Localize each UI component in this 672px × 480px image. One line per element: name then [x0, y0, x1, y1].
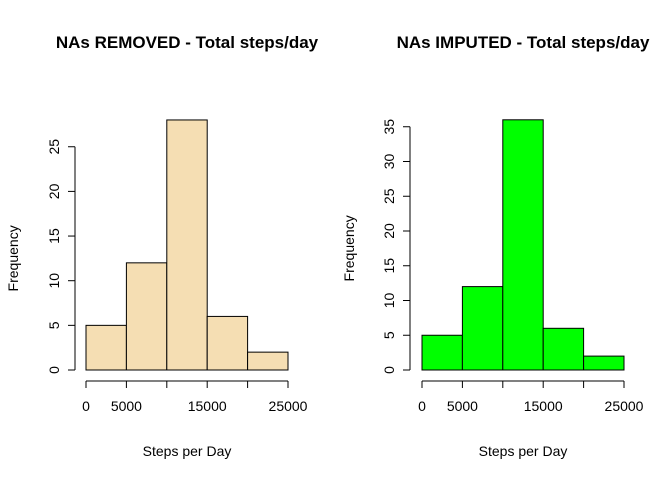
- histogram-bar: [206, 315, 249, 371]
- y-axis-label: Frequency: [341, 215, 357, 281]
- y-tick-label: 35: [381, 119, 397, 135]
- y-tick-label: 0: [381, 366, 397, 374]
- x-axis-label: Steps per Day: [143, 443, 232, 459]
- x-axis-label: Steps per Day: [479, 443, 568, 459]
- x-tick-label: 5000: [447, 398, 478, 414]
- histogram-bar: [85, 324, 127, 371]
- y-tick-label: 10: [381, 293, 397, 309]
- histogram-bar: [247, 351, 289, 371]
- y-axis-label: Frequency: [5, 225, 21, 291]
- x-tick-label: 0: [82, 398, 90, 414]
- y-tick-label: 20: [46, 183, 62, 199]
- y-tick-label: 0: [46, 366, 62, 374]
- x-tick-label: 25000: [605, 398, 644, 414]
- y-tick-label: 15: [46, 228, 62, 244]
- histogram-bar: [542, 327, 585, 371]
- y-tick-label: 20: [381, 223, 397, 239]
- x-tick-label: 15000: [524, 398, 563, 414]
- y-tick-label: 25: [381, 188, 397, 204]
- x-tick-label: 15000: [188, 398, 227, 414]
- histogram-bar: [421, 334, 463, 371]
- x-tick-label: 25000: [269, 398, 308, 414]
- y-tick-label: 10: [46, 273, 62, 289]
- histogram-bar: [461, 286, 504, 371]
- histogram-panel-nas-removed: NAs REMOVED - Total steps/day Steps per …: [5, 33, 319, 459]
- histogram-bar: [166, 119, 208, 371]
- y-tick-label: 25: [46, 139, 62, 155]
- histogram-bar: [125, 262, 168, 371]
- y-tick-label: 5: [46, 321, 62, 329]
- histogram-panel-nas-imputed: NAs IMPUTED - Total steps/day Steps per …: [341, 33, 650, 459]
- y-tick-label: 5: [381, 331, 397, 339]
- y-tick-label: 15: [381, 258, 397, 274]
- chart-title: NAs REMOVED - Total steps/day: [56, 33, 319, 52]
- x-tick-label: 0: [418, 398, 426, 414]
- x-tick-label: 5000: [111, 398, 142, 414]
- histogram-bar: [583, 355, 625, 371]
- histogram-bar: [502, 119, 544, 371]
- chart-title: NAs IMPUTED - Total steps/day: [397, 33, 650, 52]
- y-tick-label: 30: [381, 154, 397, 170]
